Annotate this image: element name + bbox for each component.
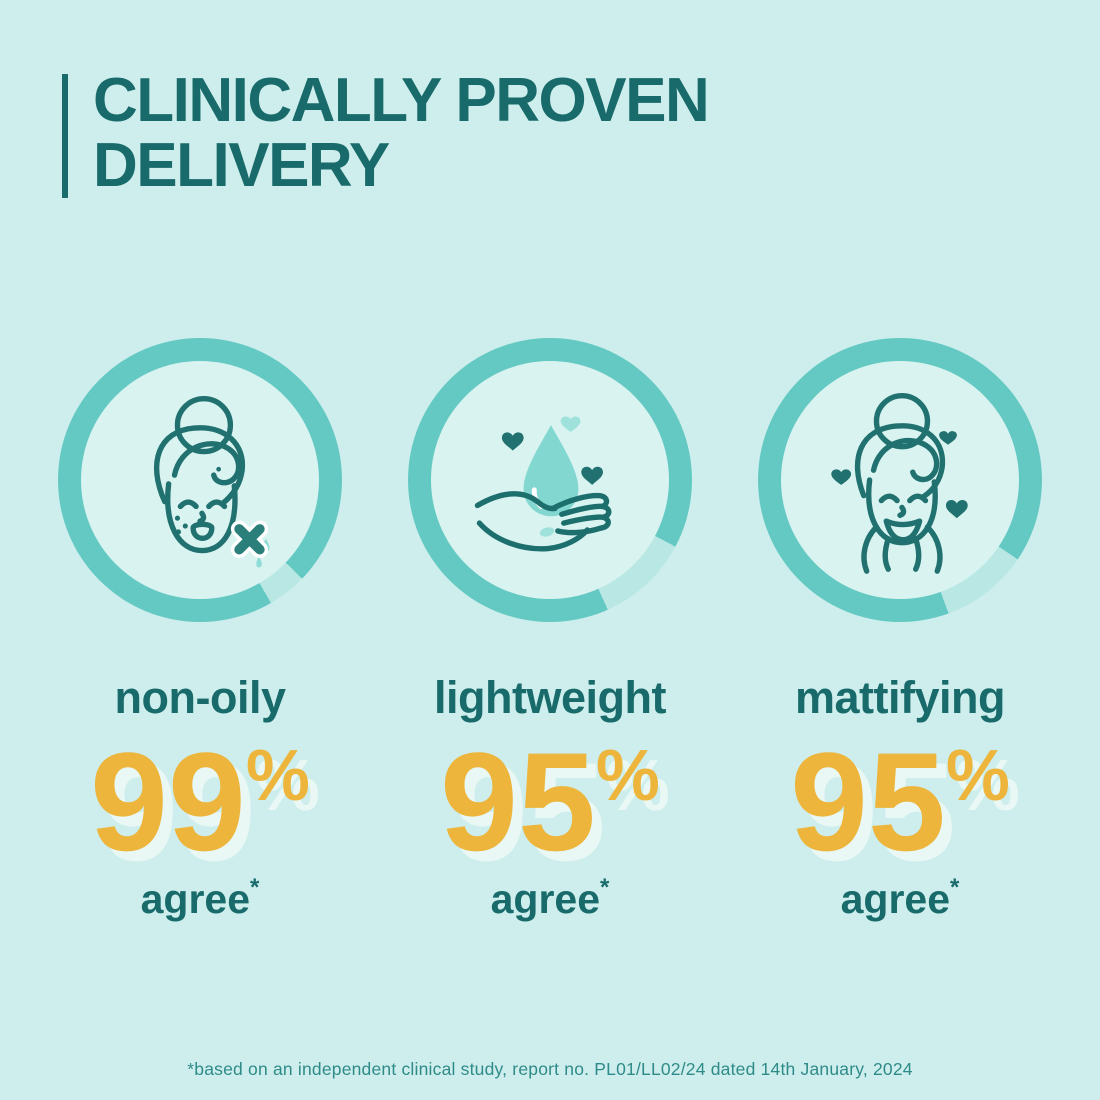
stat-caption: agree* bbox=[140, 874, 260, 923]
stat-label: non-oily bbox=[114, 672, 286, 723]
progress-ring-lightweight bbox=[408, 338, 692, 622]
caption-text: agree bbox=[140, 876, 251, 922]
caption-text: agree bbox=[490, 876, 601, 922]
title-accent-bar bbox=[62, 74, 68, 198]
stat-card-mattifying: mattifying 95% agree* bbox=[757, 338, 1043, 923]
percent-sign: % bbox=[595, 736, 660, 816]
caption-asterisk: * bbox=[600, 874, 610, 901]
happy-face-towel-icon bbox=[831, 393, 968, 574]
stat-label: mattifying bbox=[794, 672, 1006, 723]
stat-caption: agree* bbox=[840, 874, 960, 923]
progress-ring-mattifying bbox=[758, 338, 1042, 622]
stat-number: 99 bbox=[90, 723, 246, 880]
stat-number: 95 bbox=[790, 723, 946, 880]
stat-value: 95% bbox=[440, 732, 660, 872]
hand-with-droplet-icon bbox=[474, 416, 612, 552]
caption-text: agree bbox=[840, 876, 951, 922]
no-oil-x-mark bbox=[230, 520, 270, 568]
progress-ring-non-oily bbox=[58, 338, 342, 622]
stat-value: 99% bbox=[90, 732, 310, 872]
stat-number: 95 bbox=[440, 723, 596, 880]
title-line-2: DELIVERY bbox=[93, 131, 390, 201]
caption-asterisk: * bbox=[250, 874, 260, 901]
face-blemish-free-icon bbox=[154, 395, 270, 568]
stat-card-non-oily: non-oily 99% agree* bbox=[57, 338, 343, 923]
title-line-1: CLINICALLY PROVEN bbox=[93, 66, 710, 135]
stats-row: non-oily 99% agree* bbox=[0, 338, 1100, 923]
percent-sign: % bbox=[245, 736, 310, 816]
stat-caption: agree* bbox=[490, 874, 610, 923]
footnote: *based on an independent clinical study,… bbox=[187, 1059, 913, 1079]
caption-asterisk: * bbox=[950, 874, 960, 901]
stat-label: lightweight bbox=[434, 672, 666, 723]
header: CLINICALLY PROVEN DELIVERY bbox=[62, 66, 710, 201]
stat-value: 95% bbox=[790, 732, 1010, 872]
percent-sign: % bbox=[945, 736, 1010, 816]
page-title: CLINICALLY PROVEN DELIVERY bbox=[93, 66, 710, 201]
stat-card-lightweight: lightweight 95% agree* bbox=[407, 338, 693, 923]
